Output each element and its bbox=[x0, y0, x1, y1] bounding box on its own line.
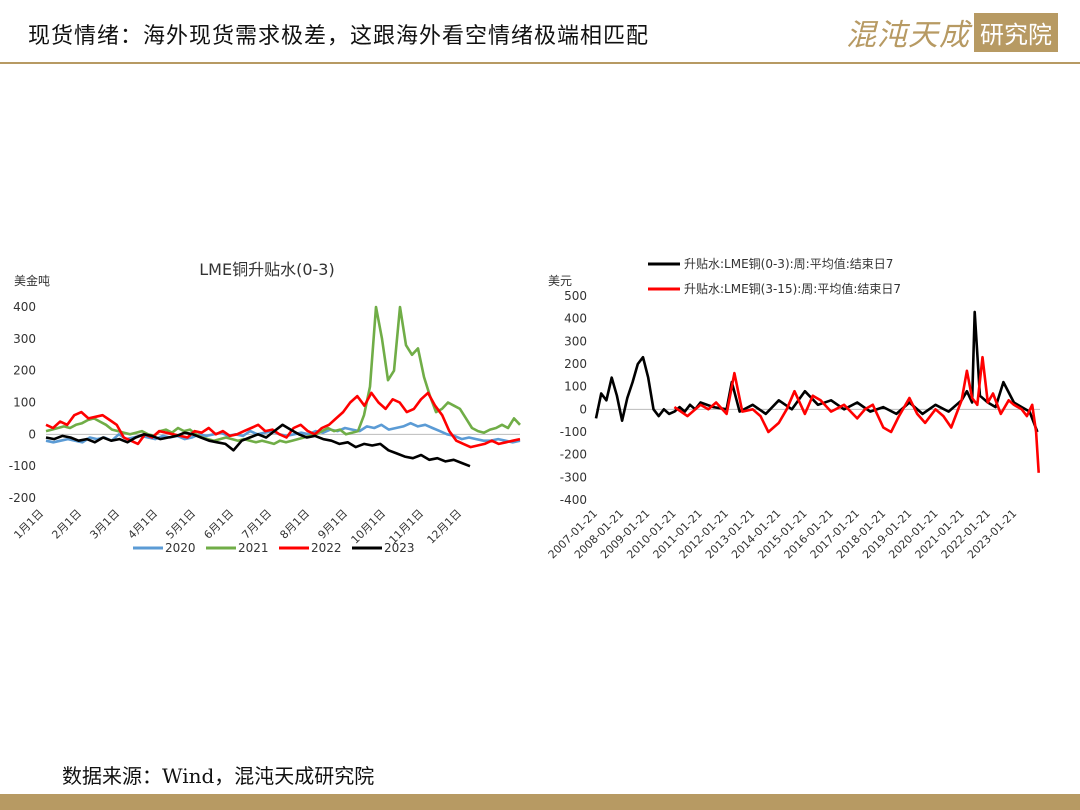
legend-label: 2020 bbox=[165, 541, 196, 555]
y-tick-label: 100 bbox=[13, 396, 36, 410]
header-divider bbox=[0, 62, 1080, 64]
y-tick-label: 300 bbox=[564, 334, 587, 348]
y-tick-label: -100 bbox=[560, 425, 587, 439]
y-axis-label: 美元 bbox=[548, 274, 572, 288]
y-tick-label: -200 bbox=[560, 448, 587, 462]
series-line-spread-0-3 bbox=[594, 310, 1039, 433]
y-tick-label: 100 bbox=[564, 380, 587, 394]
y-tick-label: 400 bbox=[564, 312, 587, 326]
legend-label: 升贴水:LME铜(3-15):周:平均值:结束日7 bbox=[684, 281, 901, 296]
y-tick-label: 300 bbox=[13, 332, 36, 346]
series-line-2021 bbox=[45, 305, 521, 446]
footer-bar bbox=[0, 794, 1080, 810]
data-source: 数据来源：Wind，混沌天成研究院 bbox=[62, 764, 375, 788]
logo-box: 研究院 bbox=[974, 12, 1058, 52]
series-line-spread-3-15 bbox=[673, 355, 1040, 473]
legend-label: 2023 bbox=[384, 541, 415, 555]
y-tick-label: 200 bbox=[564, 357, 587, 371]
y-tick-label: 200 bbox=[13, 364, 36, 378]
y-tick-label: -100 bbox=[9, 459, 36, 473]
legend-label: 2022 bbox=[311, 541, 342, 555]
legend-label: 升贴水:LME铜(0-3):周:平均值:结束日7 bbox=[684, 256, 893, 271]
brand-logo: 混沌天成 研究院 bbox=[846, 10, 1058, 54]
series-line-2023 bbox=[45, 423, 471, 468]
logo-script: 混沌天成 bbox=[846, 18, 970, 53]
y-tick-label: 500 bbox=[564, 289, 587, 303]
y-tick-label: 0 bbox=[28, 427, 36, 441]
y-tick-label: 0 bbox=[579, 402, 587, 416]
y-tick-label: 400 bbox=[13, 300, 36, 314]
legend-label: 2021 bbox=[238, 541, 269, 555]
y-tick-label: -300 bbox=[560, 470, 587, 484]
y-tick-label: -400 bbox=[560, 493, 587, 507]
chart-title: LME铜升贴水(0-3) bbox=[199, 260, 334, 279]
chart-lme-spread-history: 美元5004003002001000-100-200-300-4002007-0… bbox=[546, 256, 1040, 561]
y-tick-label: -200 bbox=[9, 491, 36, 505]
page-title: 现货情绪：海外现货需求极差，这跟海外看空情绪极端相匹配 bbox=[28, 24, 650, 49]
series-line-2022 bbox=[45, 391, 521, 449]
chart-lme-spread-seasonal: LME铜升贴水(0-3)美金吨4003002001000-100-2001月1日… bbox=[9, 260, 521, 555]
y-axis-label: 美金吨 bbox=[14, 273, 50, 288]
